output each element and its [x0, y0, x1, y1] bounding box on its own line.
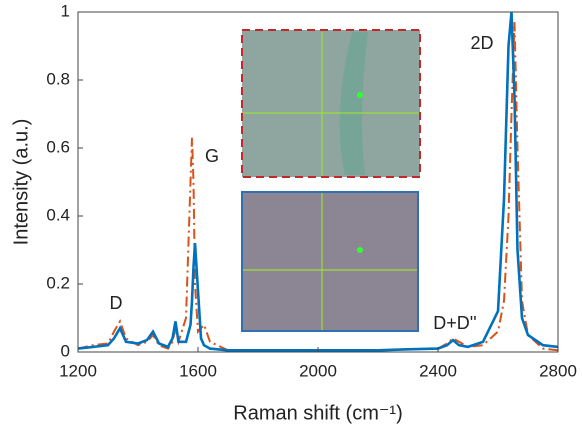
laser-spot — [357, 247, 363, 253]
x-axis-title: Raman shift (cm⁻¹) — [233, 402, 402, 424]
laser-spot — [357, 92, 363, 98]
inset-bottom — [241, 191, 419, 332]
annotation: D+D'' — [433, 313, 476, 333]
y-tick-label: 0.8 — [46, 69, 70, 88]
x-tick-label: 1200 — [59, 361, 97, 380]
y-tick-label: 1 — [61, 1, 70, 20]
inset-images — [241, 29, 421, 332]
series-line — [77, 22, 559, 352]
x-tick-label: 2800 — [539, 361, 577, 380]
inset-top — [241, 29, 421, 178]
annotation: G — [205, 146, 219, 166]
x-tick-label: 2000 — [299, 361, 337, 380]
y-axis-title: Intensity (a.u.) — [10, 119, 32, 246]
x-tick-label: 1600 — [179, 361, 217, 380]
y-tick-label: 0.6 — [46, 137, 70, 156]
annotation: D — [110, 293, 123, 313]
y-tick-label: 0.4 — [46, 205, 70, 224]
annotation: 2D — [470, 33, 493, 53]
x-tick-label: 2400 — [419, 361, 457, 380]
series-line — [77, 11, 559, 352]
y-tick-label: 0 — [61, 341, 70, 360]
y-tick-label: 0.2 — [46, 273, 70, 292]
flake — [339, 32, 368, 175]
